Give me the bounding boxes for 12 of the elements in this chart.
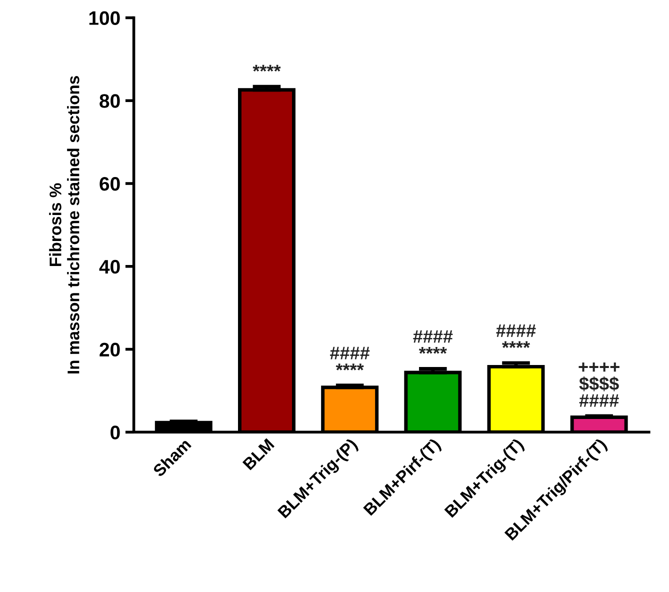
y-tick-label: 100: [89, 11, 120, 25]
y-tick-label: 80: [100, 94, 120, 108]
y-tick-label: 40: [99, 260, 120, 274]
y-axis-title: Fibrosis % In masson trichrome stained sections: [49, 76, 80, 374]
data-label: #### ****: [330, 346, 370, 370]
y-tick-label: 0: [110, 426, 120, 440]
y-tick-label: 60: [100, 176, 120, 191]
data-label: #### ****: [496, 324, 536, 348]
data-label: #### ****: [413, 330, 453, 354]
data-label: ****: [252, 64, 281, 72]
data-label: ++++ $$$$ ####: [578, 362, 620, 407]
y-tick-label: 20: [100, 342, 120, 357]
